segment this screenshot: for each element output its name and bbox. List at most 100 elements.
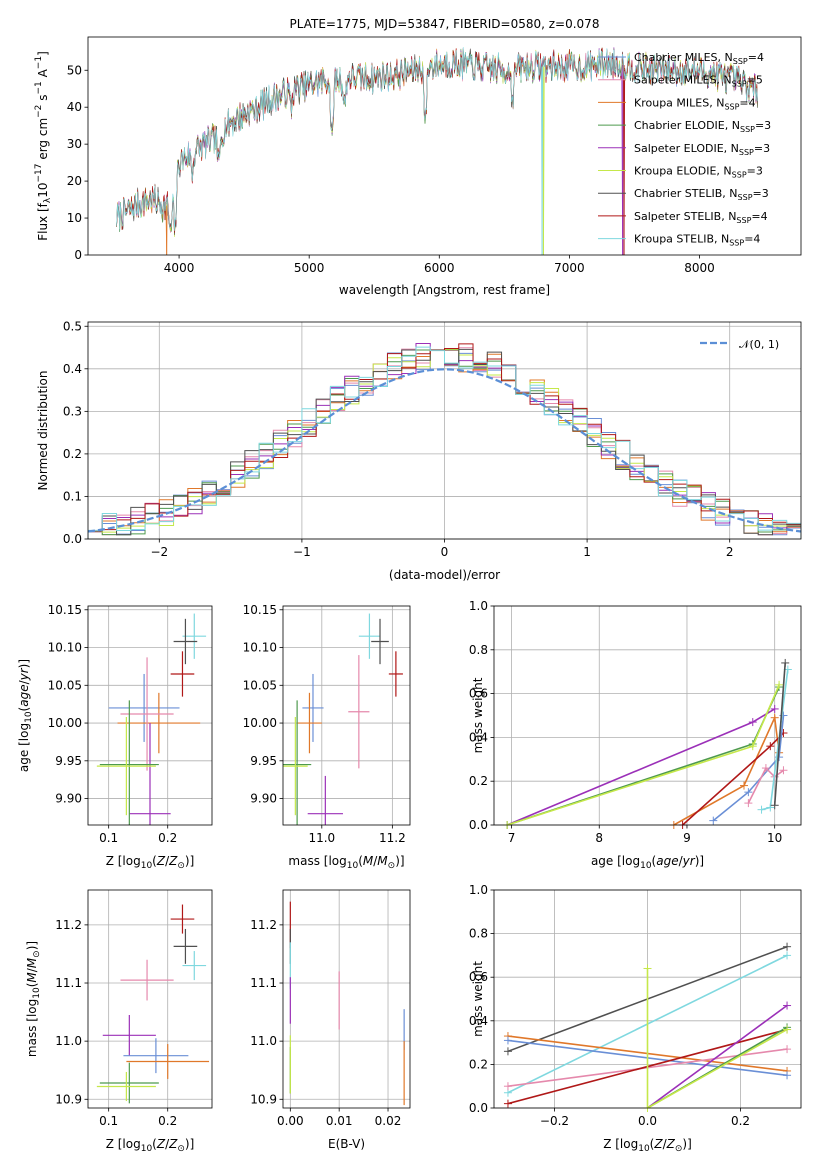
spectrum-panel: 4000 5000 6000 7000 8000 0 10 20 30 40 50 Chabrier … <box>34 17 802 297</box>
y-tick-label: 10.10 <box>243 641 277 655</box>
y-tick-label: 0.0 <box>469 818 488 832</box>
y-tick-label: 0.4 <box>469 730 488 744</box>
x-tick-label: 11.2 <box>379 831 406 845</box>
x-tick-label: 0.01 <box>326 1114 353 1128</box>
age_vs_Z-panel: 0.1 0.2 9.90 9.95 10.00 10.05 10.10 10.15 Z [log… <box>17 603 213 871</box>
gaussian-curve <box>87 368 802 533</box>
x-tick-label: 0.00 <box>277 1114 304 1128</box>
x-tick-label: 10 <box>767 831 782 845</box>
y-tick-label: 11.1 <box>55 976 82 990</box>
y-tick-label: 10 <box>67 211 82 225</box>
weight-line <box>506 708 776 825</box>
y-axis-label: Flux [fλ10−17 erg cm−2 s−1 A−1] <box>34 51 53 241</box>
x-tick-label: 5000 <box>294 261 325 275</box>
x-tick-label: 0.1 <box>99 1114 118 1128</box>
y-tick-label: 0.2 <box>469 1057 488 1071</box>
y-tick-label: 10.00 <box>243 716 277 730</box>
x-tick-label: 0.2 <box>158 1114 177 1128</box>
x-tick-label: 0.1 <box>99 831 118 845</box>
x-tick-label: −1 <box>293 545 311 559</box>
y-tick-label: 10.05 <box>48 678 82 692</box>
x-tick-label: 4000 <box>164 261 195 275</box>
legend-label: Salpeter MILES, NSSP=5 <box>634 74 763 89</box>
y-tick-label: 1.0 <box>469 883 488 897</box>
y-tick-label: 11.0 <box>55 1034 82 1048</box>
legend-label: Salpeter STELIB, NSSP=4 <box>634 210 768 225</box>
y-tick-label: 9.95 <box>55 754 82 768</box>
y-tick-label: 50 <box>67 63 82 77</box>
weight_vs_Z-panel: −0.2 0.0 0.2 0.0 0.2 0.4 0.6 0.8 1.0 Z [log10(Z/Z… <box>469 883 802 1154</box>
x-tick-label: 0 <box>441 545 449 559</box>
weight-line <box>506 684 780 825</box>
x-tick-label: 6000 <box>424 261 455 275</box>
x-tick-label: 7000 <box>554 261 585 275</box>
y-tick-label: 9.95 <box>250 754 277 768</box>
y-tick-label: 0.6 <box>469 687 488 701</box>
y-tick-label: 0.1 <box>63 489 82 503</box>
legend-label: Chabrier ELODIE, NSSP=3 <box>634 119 771 134</box>
axes-frame <box>282 889 411 1109</box>
x-tick-label: 0.02 <box>375 1114 402 1128</box>
residuals-panel: −2 −1 0 1 2 0.0 0.1 0.2 0.3 0.4 0.5 𝒩(0, 1) (data-mo… <box>36 319 802 582</box>
legend-label: Chabrier STELIB, NSSP=3 <box>634 187 769 202</box>
weight-line <box>747 766 784 804</box>
x-tick-label: 2 <box>726 545 734 559</box>
y-tick-label: 0.2 <box>469 774 488 788</box>
axes-frame <box>87 321 802 540</box>
axes-frame <box>87 36 802 256</box>
axes-frame <box>87 605 213 826</box>
x-tick-label: 11.0 <box>308 831 335 845</box>
y-tick-label: 0.0 <box>63 532 82 546</box>
y-tick-label: 10.9 <box>250 1092 277 1106</box>
y-tick-label: 11.2 <box>55 918 82 932</box>
y-tick-label: 0.6 <box>469 970 488 984</box>
axes-frame <box>87 889 213 1109</box>
y-tick-label: 11.2 <box>250 918 277 932</box>
weight-line <box>673 714 780 825</box>
legend-label: Chabrier MILES, NSSP=4 <box>634 51 764 66</box>
y-tick-label: 10.15 <box>48 603 82 617</box>
legend-label: Salpeter ELODIE, NSSP=3 <box>634 142 770 157</box>
x-axis-label: Z [log10(Z/Z⊙)] <box>106 1137 195 1154</box>
spectrum-line <box>116 47 758 255</box>
x-tick-label: 9 <box>683 831 691 845</box>
y-axis-label: mass weight <box>471 677 485 753</box>
x-tick-label: −0.2 <box>540 1114 569 1128</box>
y-axis-label: mass [log10(M/M⊙)] <box>25 941 42 1057</box>
x-tick-label: 0.0 <box>638 1114 657 1128</box>
y-tick-label: 10.05 <box>243 678 277 692</box>
x-tick-label: 8000 <box>684 261 715 275</box>
y-tick-label: 10.10 <box>48 641 82 655</box>
x-axis-label: mass [log10(M/M⊙)] <box>288 854 404 871</box>
axes-frame <box>493 889 802 1109</box>
y-tick-label: 11.0 <box>250 1034 277 1048</box>
y-tick-label: 40 <box>67 100 82 114</box>
x-tick-label: 1 <box>583 545 591 559</box>
axes-frame <box>282 605 411 826</box>
legend-label: Kroupa ELODIE, NSSP=3 <box>634 165 763 180</box>
weight-line <box>506 686 780 825</box>
mass_vs_Z-panel: 0.1 0.2 10.9 11.0 11.1 11.2 Z [log10(Z/Z⊙)] mas… <box>25 889 213 1154</box>
x-axis-label: Z [log10(Z/Z⊙)] <box>106 854 195 871</box>
y-tick-label: 0 <box>74 248 82 262</box>
y-axis-label: mass weight <box>471 961 485 1037</box>
x-tick-label: −2 <box>150 545 168 559</box>
weight-line <box>647 1004 788 1108</box>
y-axis-label: age [log10(age/yr)] <box>17 659 34 772</box>
age_vs_mass-panel: 11.0 11.2 9.90 9.95 10.00 10.05 10.10 10.15 mass… <box>243 603 411 871</box>
y-tick-label: 0.4 <box>469 1014 488 1028</box>
x-tick-label: 7 <box>508 831 516 845</box>
x-axis-label: age [log10(age/yr)] <box>591 854 704 871</box>
x-axis-label: wavelength [Angstrom, rest frame] <box>339 283 550 297</box>
y-tick-label: 10.15 <box>243 603 277 617</box>
y-tick-label: 20 <box>67 174 82 188</box>
y-tick-label: 10.9 <box>55 1092 82 1106</box>
chart-title: PLATE=1775, MJD=53847, FIBERID=0580, z=0… <box>290 17 600 31</box>
axes-frame <box>493 605 802 826</box>
legend-label: Kroupa MILES, NSSP=4 <box>634 96 756 111</box>
y-tick-label: 10.00 <box>48 716 82 730</box>
y-tick-label: 0.4 <box>63 362 82 376</box>
y-tick-label: 0.5 <box>63 319 82 333</box>
legend-label: Kroupa STELIB, NSSP=4 <box>634 233 760 248</box>
